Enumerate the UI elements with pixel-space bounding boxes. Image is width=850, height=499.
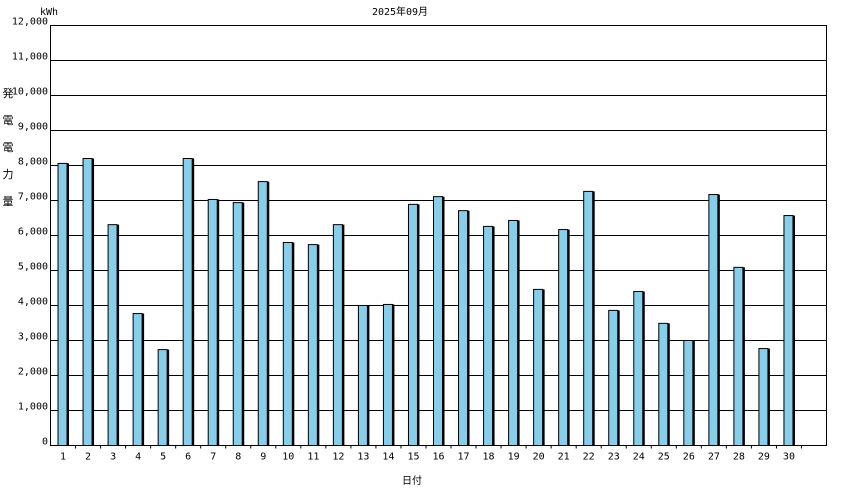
bar	[533, 288, 544, 446]
unit-label: kWh	[40, 7, 58, 18]
bar	[733, 266, 744, 446]
bar	[132, 313, 143, 446]
bar	[608, 309, 619, 446]
bar	[658, 322, 669, 447]
bar	[332, 224, 343, 446]
chart-title: 2025年09月	[372, 5, 428, 18]
x-tick-label: 8	[235, 452, 241, 463]
bar	[157, 349, 168, 447]
x-tick-label: 26	[683, 452, 695, 463]
x-tick-label: 16	[432, 452, 444, 463]
x-tick-label: 5	[160, 452, 166, 463]
bar	[382, 303, 393, 447]
bar	[708, 194, 719, 446]
y-axis-label: 発電電力量	[1, 86, 14, 222]
bar	[483, 225, 494, 446]
x-tick-label: 28	[733, 452, 745, 463]
bar	[82, 158, 93, 446]
x-tick-label: 23	[608, 452, 620, 463]
bar	[182, 158, 193, 446]
x-tick-label: 22	[583, 452, 595, 463]
x-tick-label: 7	[210, 452, 216, 463]
x-tick-label: 2	[85, 452, 91, 463]
bar	[758, 348, 769, 446]
y-tick-label: 7,000	[18, 192, 48, 203]
bar	[357, 305, 368, 446]
x-tick-label: 6	[185, 452, 191, 463]
bar	[307, 244, 318, 446]
x-tick-label: 21	[558, 452, 570, 463]
bar	[57, 162, 68, 446]
bar	[683, 340, 694, 446]
y-tick-label: 5,000	[18, 262, 48, 273]
x-tick-label: 10	[282, 452, 294, 463]
y-tick-label: 2,000	[18, 367, 48, 378]
x-tick-label: 3	[110, 452, 116, 463]
y-tick-label: 12,000	[12, 17, 48, 28]
bar	[558, 229, 569, 446]
x-tick-label: 19	[508, 452, 520, 463]
y-tick-label: 0	[42, 437, 48, 448]
x-tick-label: 27	[708, 452, 720, 463]
x-tick-label: 4	[135, 452, 141, 463]
x-tick-label: 18	[483, 452, 495, 463]
y-tick-label: 1,000	[18, 402, 48, 413]
bar	[633, 291, 644, 446]
y-tick-label: 11,000	[12, 52, 48, 63]
x-tick-label: 15	[407, 452, 419, 463]
x-tick-label: 24	[633, 452, 645, 463]
x-tick-label: 14	[382, 452, 394, 463]
bar	[433, 196, 443, 446]
x-axis-label: 日付	[402, 474, 422, 487]
y-tick-label: 8,000	[18, 157, 48, 168]
x-tick-label: 9	[260, 452, 266, 463]
y-tick-label: 3,000	[18, 332, 48, 343]
bar	[783, 215, 794, 446]
bar	[583, 190, 594, 446]
y-tick-label: 4,000	[18, 297, 48, 308]
bar	[407, 203, 418, 446]
bar	[282, 242, 293, 446]
bar	[458, 210, 469, 446]
y-tick-label: 6,000	[18, 227, 48, 238]
x-tick-label: 1	[60, 452, 66, 463]
x-tick-label: 25	[658, 452, 670, 463]
y-tick-label: 10,000	[12, 87, 48, 98]
y-tick-label: 9,000	[18, 122, 48, 133]
bar	[257, 181, 268, 446]
x-tick-label: 11	[307, 452, 319, 463]
bar	[207, 198, 218, 446]
x-tick-label: 29	[758, 452, 770, 463]
x-tick-label: 30	[783, 452, 795, 463]
x-tick-label: 20	[533, 452, 545, 463]
x-tick-label: 12	[332, 452, 344, 463]
bar	[232, 202, 243, 446]
x-tick-label: 13	[357, 452, 369, 463]
x-tick-label: 17	[458, 452, 470, 463]
bar	[508, 219, 519, 446]
bar	[107, 224, 118, 446]
